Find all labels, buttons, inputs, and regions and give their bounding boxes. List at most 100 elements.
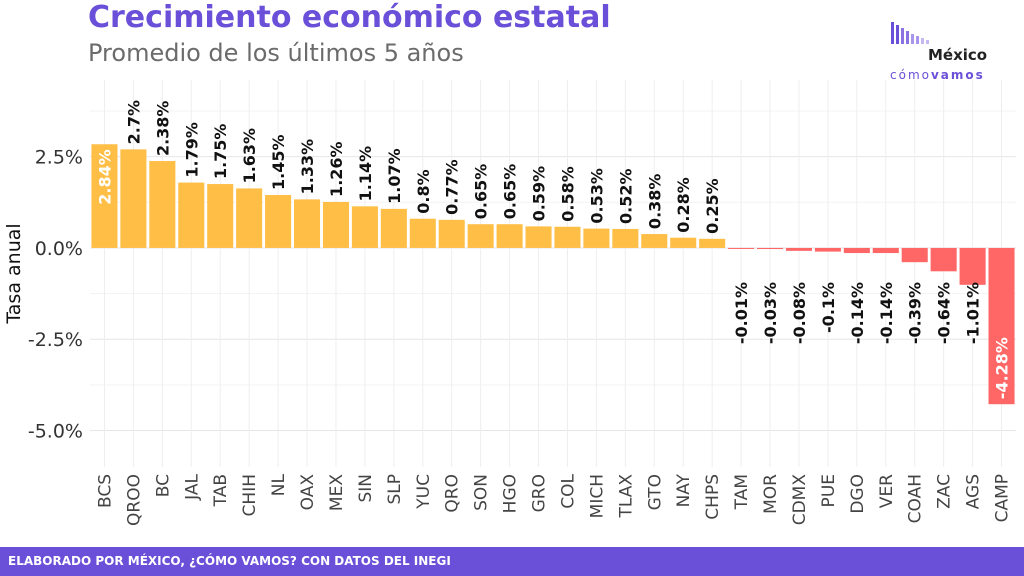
- bar-gto: [641, 234, 668, 248]
- footer-bar: ELABORADO POR MÉXICO, ¿CÓMO VAMOS? CON D…: [0, 547, 1024, 576]
- x-tick-label: DGO: [848, 474, 868, 514]
- data-label: 1.63%: [240, 128, 259, 184]
- x-tick-label: COL: [558, 473, 578, 508]
- data-label: 0.52%: [616, 168, 635, 224]
- x-tick-label: HGO: [501, 474, 521, 513]
- x-tick-label: JAL: [182, 473, 202, 500]
- data-label: 2.84%: [95, 149, 114, 205]
- x-tick-label: TAB: [211, 474, 231, 507]
- bar-nl: [265, 195, 292, 248]
- data-label: 1.33%: [298, 139, 317, 195]
- x-tick-label: SIN: [356, 474, 376, 503]
- data-label: 0.28%: [674, 177, 693, 233]
- bar-nay: [670, 237, 697, 248]
- y-tick-label: -5.0%: [28, 420, 83, 442]
- x-tick-label: BCS: [95, 474, 115, 508]
- bar-slp: [380, 208, 407, 248]
- bar-camp: [988, 247, 1015, 405]
- x-tick-label: SLP: [385, 474, 405, 505]
- data-label: 0.53%: [587, 168, 606, 224]
- bar-hgo: [496, 224, 523, 248]
- data-label: -0.03%: [761, 282, 780, 344]
- y-tick-label: 0.0%: [35, 238, 83, 260]
- logo-word: México: [928, 46, 988, 64]
- x-tick-label: SON: [472, 474, 492, 511]
- data-label: 2.7%: [124, 100, 143, 144]
- bar-ags: [959, 247, 986, 285]
- y-tick-label: 2.5%: [35, 147, 83, 169]
- bar-qroo: [120, 149, 147, 248]
- chart-title: Crecimiento económico estatal: [88, 0, 611, 35]
- logo-sub-bold: vamos: [930, 68, 985, 82]
- x-tick-label: QRO: [443, 474, 463, 513]
- logo-subtitle: cómovamos: [890, 68, 985, 82]
- x-tick-label: OAX: [298, 474, 318, 511]
- data-label: 0.65%: [501, 164, 520, 220]
- x-tick-label: NAY: [674, 473, 694, 507]
- data-label: -0.39%: [906, 282, 925, 344]
- x-tick-label: COAH: [906, 474, 926, 523]
- data-label: 0.38%: [645, 174, 664, 230]
- data-label: 0.25%: [703, 178, 722, 234]
- bar-chih: [236, 188, 263, 248]
- bar-mex: [322, 201, 349, 248]
- bar-yuc: [409, 218, 436, 248]
- data-label: -4.28%: [993, 337, 1012, 399]
- data-label: 1.75%: [211, 124, 230, 180]
- data-label: 1.45%: [269, 134, 288, 190]
- bar-coah: [901, 247, 928, 263]
- data-label: -0.64%: [935, 282, 954, 344]
- x-tick-label: MOR: [761, 474, 781, 514]
- footer-source: ELABORADO POR MÉXICO, ¿CÓMO VAMOS? CON D…: [8, 554, 451, 568]
- x-tick-label: ZAC: [935, 474, 955, 509]
- bar-cdmx: [785, 247, 812, 251]
- data-label: 0.58%: [558, 166, 577, 222]
- mexico-como-vamos-logo: México cómovamos: [888, 22, 1008, 84]
- x-tick-label: NL: [269, 473, 289, 496]
- data-label: 2.38%: [153, 101, 172, 157]
- x-tick-label: CAMP: [993, 474, 1013, 522]
- bar-qro: [438, 219, 465, 248]
- x-tick-label: TLAX: [616, 474, 636, 519]
- x-tick-label: CHPS: [703, 474, 723, 520]
- data-label: -0.01%: [732, 282, 751, 344]
- data-label: 1.07%: [385, 148, 404, 204]
- bar-oax: [294, 199, 321, 248]
- data-label: -0.14%: [877, 282, 896, 344]
- bar-sin: [351, 206, 378, 248]
- data-label: -0.14%: [848, 282, 867, 344]
- bar-chart: 2.5% 0.0% -2.5% -5.0% Tasa anual 2.84% 2.7% 2.3…: [3, 80, 1016, 526]
- x-tick-label: AGS: [964, 474, 984, 509]
- chart-subtitle: Promedio de los últimos 5 años: [88, 39, 464, 67]
- y-tick-label: -2.5%: [28, 329, 83, 351]
- data-label: -1.01%: [964, 282, 983, 344]
- bar-son: [467, 224, 494, 248]
- bar-bcs: [91, 144, 118, 248]
- x-tick-label: MICH: [587, 474, 607, 518]
- y-axis-label: Tasa anual: [3, 223, 25, 324]
- x-tick-label: CDMX: [790, 474, 810, 526]
- data-label: -0.1%: [819, 282, 838, 333]
- data-label: 1.79%: [182, 122, 201, 178]
- x-tick-label: CHIH: [240, 474, 260, 516]
- x-tick-label: PUE: [819, 474, 839, 507]
- bar-tlax: [612, 228, 639, 248]
- data-label: 0.8%: [414, 169, 433, 213]
- x-tick-label: BC: [153, 474, 173, 497]
- x-tick-label: GRO: [530, 474, 550, 512]
- bar-chps: [699, 238, 726, 248]
- data-label: 1.26%: [327, 141, 346, 197]
- bar-jal: [178, 182, 205, 248]
- bar-gro: [525, 226, 552, 248]
- bar-zac: [930, 247, 957, 272]
- x-tick-label: TAM: [732, 474, 752, 510]
- bar-pue: [814, 247, 841, 252]
- x-tick-label: YUC: [414, 474, 434, 510]
- data-label: 0.59%: [530, 166, 549, 222]
- data-label: 0.77%: [443, 159, 462, 215]
- bar-tab: [207, 184, 234, 248]
- data-label: 0.65%: [472, 164, 491, 220]
- bar-ver: [872, 247, 899, 254]
- data-label: 1.14%: [356, 146, 375, 202]
- data-label: -0.08%: [790, 282, 809, 344]
